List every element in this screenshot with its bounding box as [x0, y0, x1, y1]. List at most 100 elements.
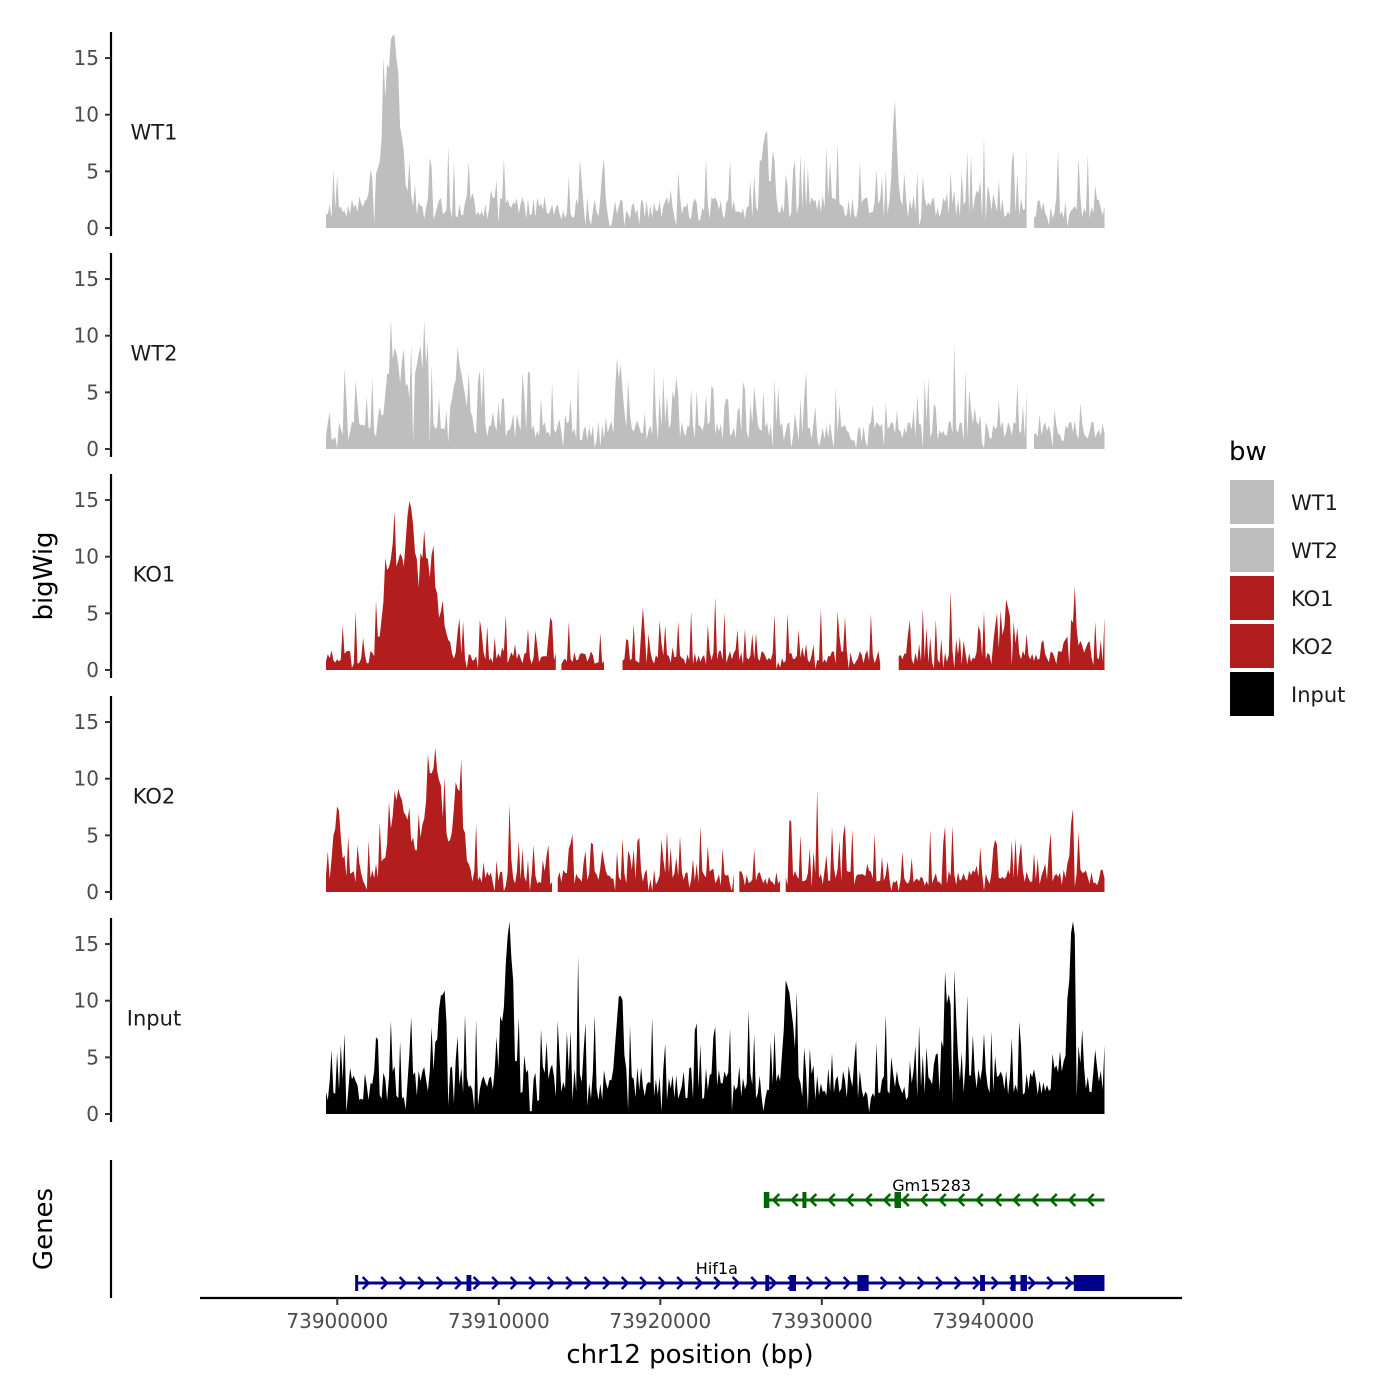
strand-arrow — [1027, 1276, 1037, 1290]
strand-arrow — [380, 1276, 389, 1290]
coverage-area — [785, 789, 1105, 892]
exon-block — [1073, 1275, 1105, 1291]
gene-gm15283: Gm15283 — [763, 1176, 1105, 1208]
strand-arrow — [583, 1276, 593, 1290]
y-tick-label: 10 — [74, 324, 99, 348]
x-tick-label: 73920000 — [609, 1309, 711, 1333]
strand-arrow — [956, 1193, 966, 1207]
exon-block — [1010, 1275, 1016, 1291]
legend-title: bw — [1229, 437, 1267, 467]
strand-arrow — [972, 1276, 981, 1290]
x-tick-label: 73930000 — [771, 1309, 873, 1333]
strand-arrow — [1086, 1193, 1095, 1207]
coverage-area — [739, 849, 781, 892]
coverage-area — [1034, 150, 1105, 228]
strand-arrow — [1067, 1193, 1077, 1207]
y-tick-label: 0 — [86, 216, 99, 240]
y-tick-label: 10 — [74, 545, 99, 569]
strand-arrow — [602, 1276, 611, 1290]
legend-key — [1230, 576, 1274, 620]
strand-arrow — [790, 1193, 799, 1207]
strand-arrow — [472, 1276, 482, 1290]
track-label: WT2 — [131, 342, 178, 366]
strand-arrow — [361, 1276, 371, 1290]
strand-arrow — [417, 1276, 426, 1290]
strand-arrow — [879, 1276, 889, 1290]
exon-block — [1020, 1275, 1027, 1291]
exon-block — [789, 1275, 796, 1291]
y-tick-label: 15 — [74, 488, 99, 512]
strand-arrow — [1012, 1193, 1021, 1207]
coverage-area — [326, 921, 1105, 1114]
gene-annotations: Gm15283 Hif1a — [355, 1176, 1105, 1291]
strand-arrow — [565, 1276, 574, 1290]
strand-arrow — [990, 1276, 1000, 1290]
y-tick-label: 5 — [86, 159, 99, 183]
axes: bigWig Genes chr12 position (bp) 7390000… — [29, 531, 1182, 1370]
legend-label: Input — [1291, 683, 1345, 707]
strand-arrow — [805, 1276, 815, 1290]
strand-arrow — [845, 1193, 855, 1207]
strand-arrow — [620, 1276, 630, 1290]
strand-arrow — [771, 1193, 781, 1207]
gene-hif1a: Hif1a — [355, 1259, 1105, 1291]
strand-arrow — [901, 1193, 910, 1207]
legend-key — [1230, 528, 1274, 572]
strand-arrow — [975, 1193, 984, 1207]
strand-arrow — [1049, 1193, 1058, 1207]
y-tick-label: 15 — [74, 932, 99, 956]
y-tick-label: 15 — [74, 267, 99, 291]
strand-arrow — [916, 1276, 926, 1290]
coverage-area — [326, 501, 556, 670]
exon-block — [765, 1192, 770, 1208]
strand-arrow — [509, 1276, 519, 1290]
exon-block — [980, 1275, 985, 1291]
coverage-area — [898, 586, 1105, 670]
strand-arrow — [750, 1276, 759, 1290]
strand-arrow — [1046, 1276, 1055, 1290]
legend-label: KO1 — [1291, 587, 1334, 611]
legend-label: WT2 — [1291, 539, 1338, 563]
y-tick-label: 5 — [86, 601, 99, 625]
y-tick-label: 5 — [86, 1045, 99, 1069]
strand-arrow — [808, 1193, 818, 1207]
strand-arrow — [1030, 1193, 1040, 1207]
track-ko1: 0 5 10 15 KO1 — [74, 474, 1105, 682]
coverage-area — [326, 747, 553, 892]
genes-panel-title: Genes — [29, 1188, 59, 1270]
gene-label: Gm15283 — [892, 1176, 971, 1195]
legend-key — [1230, 480, 1274, 524]
strand-arrow — [935, 1276, 944, 1290]
y-tick-label: 5 — [86, 380, 99, 404]
strand-arrow — [713, 1276, 722, 1290]
strand-arrow — [731, 1276, 741, 1290]
track-wt2: 0 5 10 15 WT2 — [74, 253, 1105, 461]
strand-arrow — [639, 1276, 648, 1290]
legend-item-ko2: KO2 — [1230, 624, 1334, 668]
strand-arrow — [953, 1276, 963, 1290]
strand-arrow — [882, 1193, 892, 1207]
y-tick-label: 10 — [74, 989, 99, 1013]
exon-block — [894, 1192, 901, 1208]
coverage-area — [561, 621, 604, 670]
track-wt1: 0 5 10 15 WT1 — [74, 32, 1105, 240]
track-ko2: 0 5 10 15 KO2 — [74, 696, 1105, 904]
strand-arrow — [491, 1276, 500, 1290]
y-tick-label: 0 — [86, 437, 99, 461]
x-tick-label: 73940000 — [932, 1309, 1034, 1333]
track-input: 0 5 10 15 Input — [74, 918, 1105, 1126]
strand-arrow — [398, 1276, 408, 1290]
strand-arrow — [768, 1276, 778, 1290]
track-label: KO2 — [133, 785, 176, 809]
strand-arrow — [528, 1276, 537, 1290]
y-tick-label: 0 — [86, 658, 99, 682]
y-tick-label: 15 — [74, 46, 99, 70]
y-tick-label: 0 — [86, 880, 99, 904]
strand-arrow — [546, 1276, 556, 1290]
coverage-area — [557, 826, 734, 892]
strand-arrow — [435, 1276, 445, 1290]
strand-arrow — [1064, 1276, 1074, 1290]
legend: bw WT1 WT2 KO1 KO2 Input — [1229, 437, 1345, 716]
coverage-area — [326, 318, 1027, 449]
